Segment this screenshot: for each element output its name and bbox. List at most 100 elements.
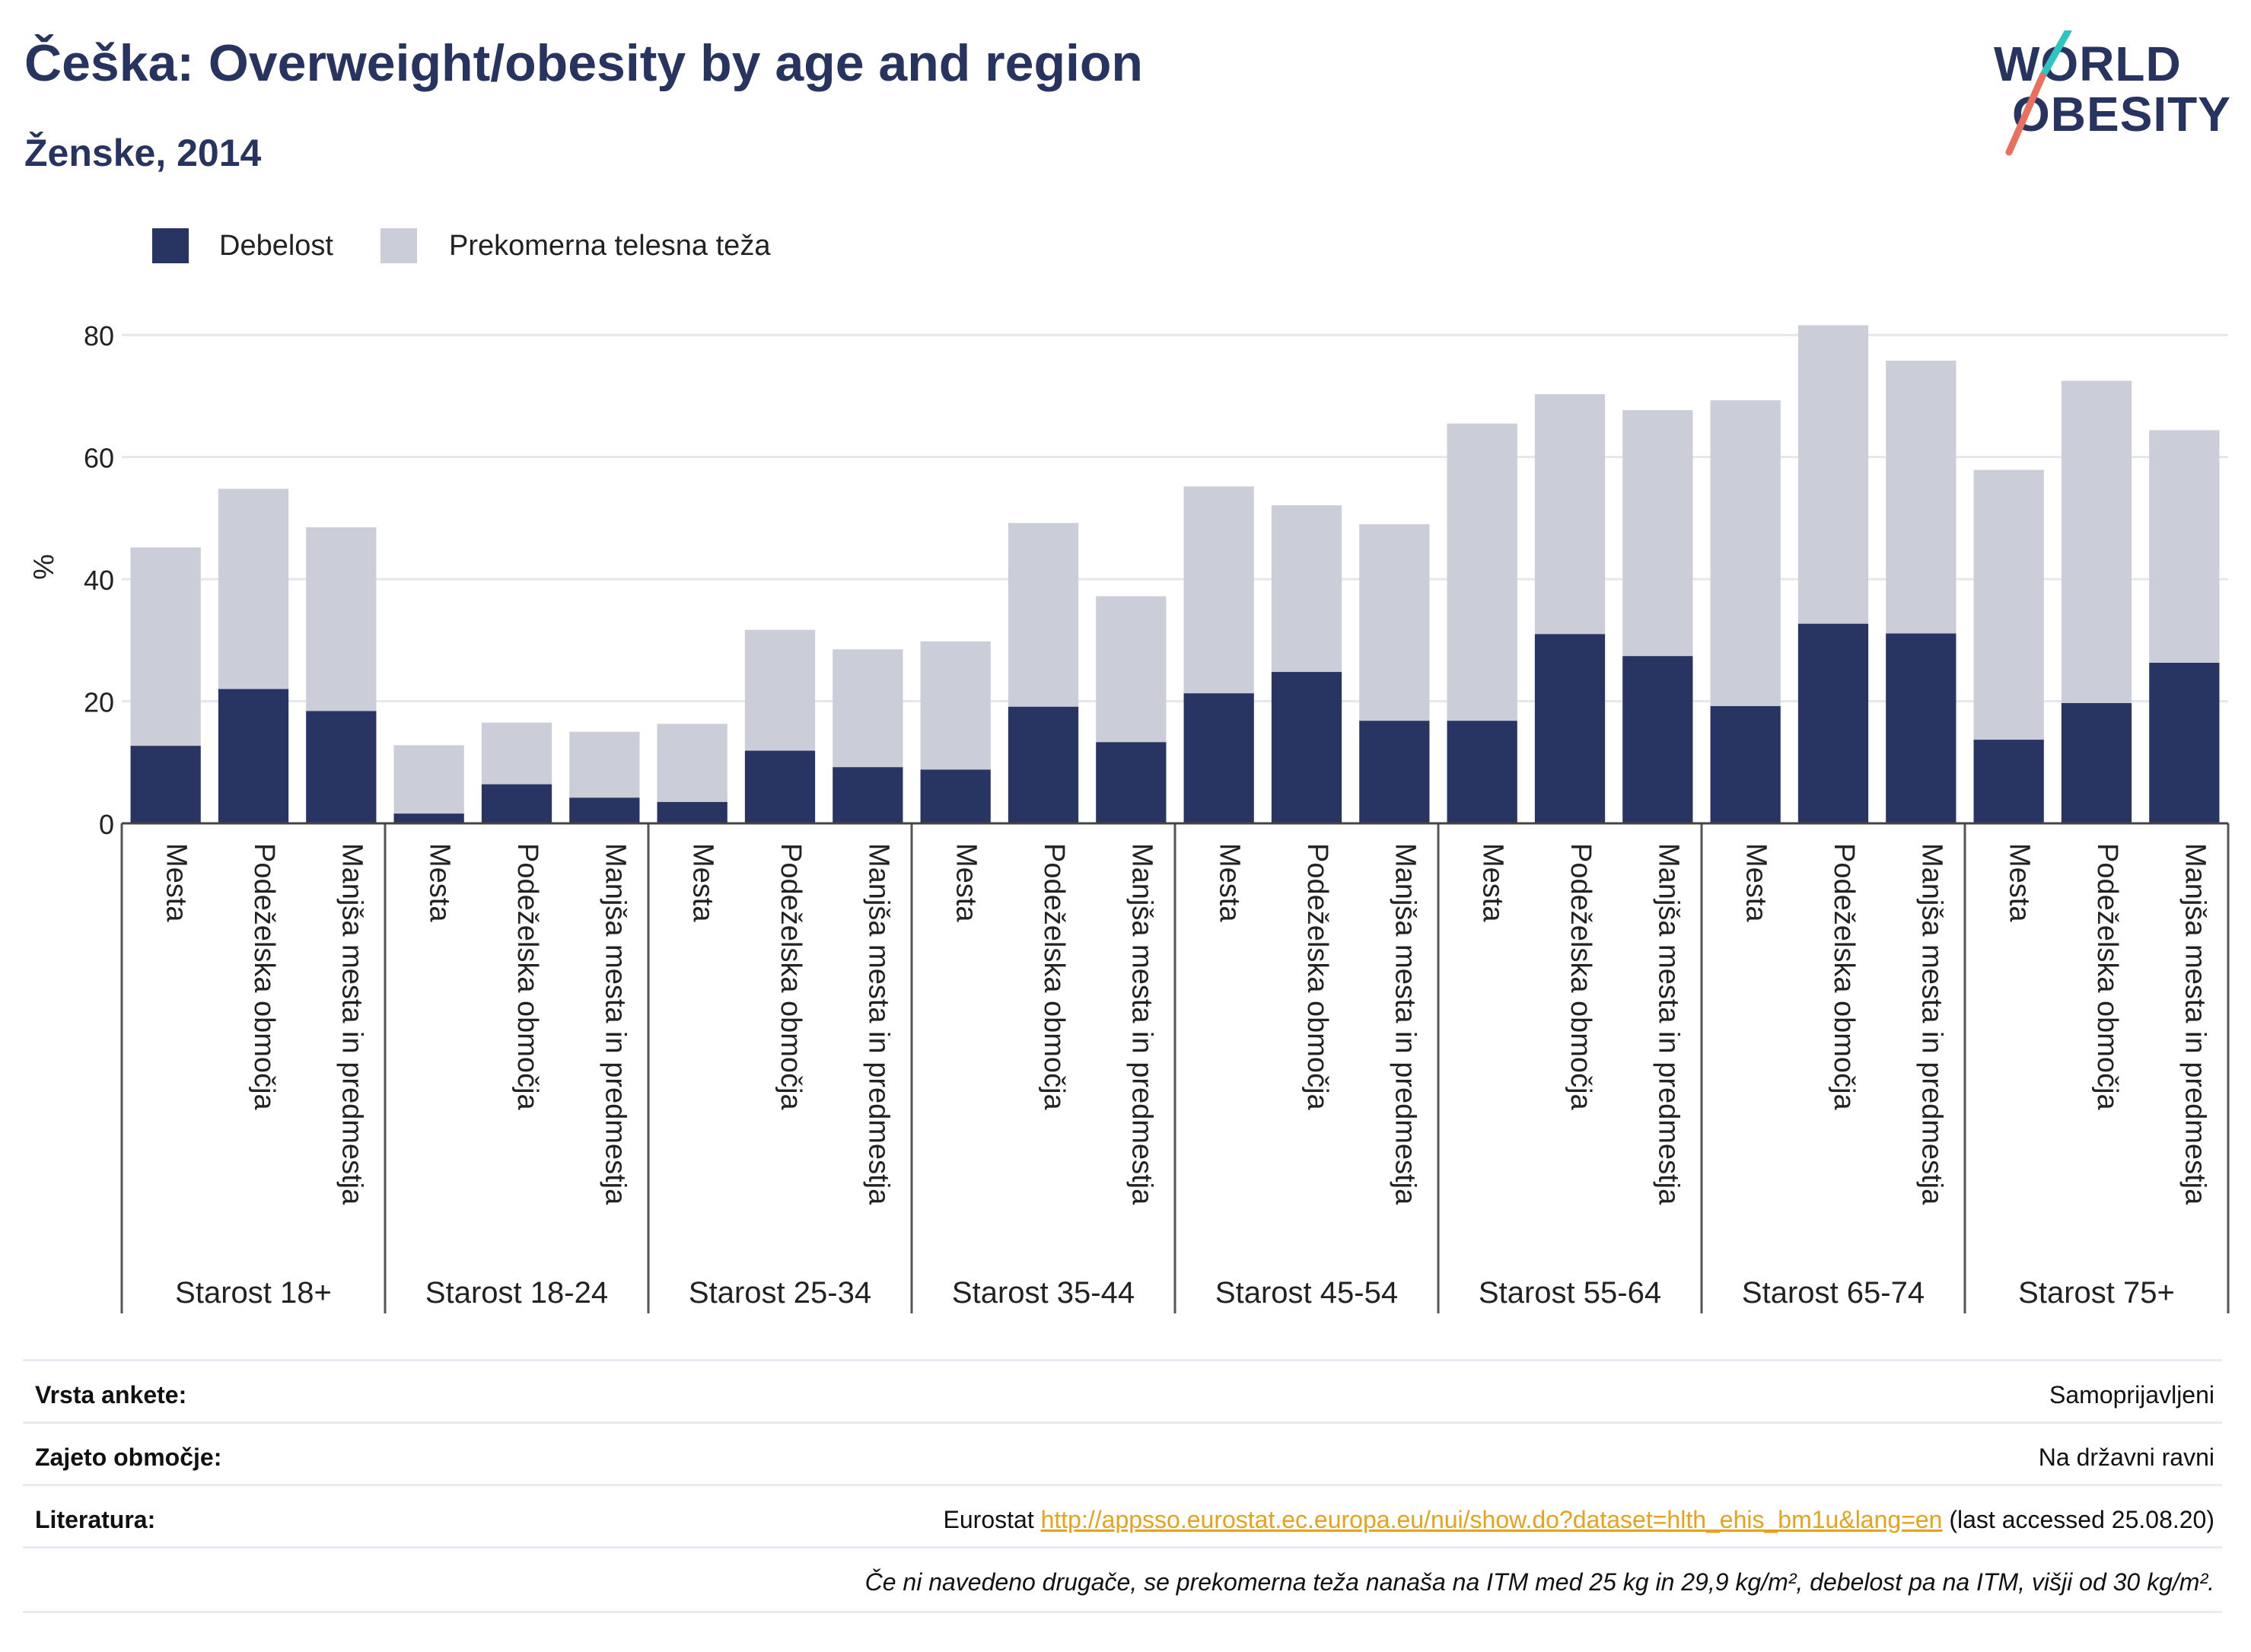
reference-link[interactable]: http://appsso.eurostat.ec.europa.eu/nui/…	[1040, 1506, 1943, 1533]
x-category-label: Manjša mesta in predmestja	[862, 843, 894, 1205]
area-value: Na državni ravni	[2038, 1444, 2214, 1471]
info-row-survey: Vrsta ankete: Samoprijavljeni	[23, 1359, 2222, 1424]
x-category-label: Podeželska območja	[1301, 843, 1333, 1111]
logo-line-1: WORLD	[1994, 37, 2182, 91]
bar-overweight	[2149, 430, 2220, 664]
bar-overweight	[393, 745, 464, 814]
legend-label-obesity: Debelost	[219, 230, 333, 262]
bar-overweight	[481, 722, 552, 785]
bar-overweight	[1797, 325, 1869, 624]
bar-overweight	[1359, 524, 1430, 721]
x-category-label: Manjša mesta in predmestja	[599, 843, 631, 1205]
x-category-label: Manjša mesta in predmestja	[1126, 843, 1157, 1205]
x-category-label: Manjša mesta in predmestja	[1652, 843, 1684, 1205]
bar-obesity	[1096, 742, 1167, 823]
x-group-label: Starost 65-74	[1742, 1276, 1925, 1310]
bar-obesity	[1622, 656, 1693, 823]
bar-obesity	[1710, 705, 1781, 823]
x-category-label: Mesta	[687, 843, 719, 922]
bar-overweight	[1447, 423, 1517, 721]
bar-obesity	[306, 711, 377, 823]
bar-overweight	[569, 731, 640, 798]
world-obesity-logo: WORLD OBESITY	[1979, 30, 2230, 160]
x-group-label: Starost 25-34	[689, 1276, 871, 1310]
survey-value: Samoprijavljeni	[2049, 1381, 2214, 1408]
bar-overweight	[306, 527, 377, 711]
legend-label-overweight: Prekomerna telesna teža	[449, 230, 771, 262]
area-label: Zajeto območje:	[35, 1444, 222, 1471]
bar-obesity	[393, 813, 464, 823]
reference-prefix: Eurostat	[943, 1506, 1034, 1533]
x-group-label: Starost 75+	[2018, 1276, 2175, 1310]
legend-swatch-obesity	[152, 228, 189, 263]
x-group-label: Starost 18+	[175, 1276, 332, 1310]
logo-line-2: OBESITY	[2012, 87, 2231, 142]
bar-obesity	[1534, 634, 1606, 823]
bar-obesity	[1447, 721, 1517, 823]
stacked-bar-chart: 0 20 40 60 80% Mesta Podeželska območja Manjša …	[28, 320, 2230, 1313]
y-tick-label: 60	[84, 443, 114, 474]
y-tick-label: 80	[84, 320, 114, 352]
legend-swatch-overweight	[380, 228, 417, 263]
bar-overweight	[1271, 505, 1342, 673]
x-group-label: Starost 18-24	[425, 1276, 608, 1310]
bar-obesity	[1183, 693, 1254, 823]
bar-overweight	[1973, 469, 2044, 740]
bar-overweight	[1096, 596, 1167, 743]
bar-obesity	[1797, 623, 1869, 823]
x-category-label: Mesta	[2004, 843, 2036, 922]
y-tick-label: 40	[84, 565, 114, 596]
bar-overweight	[1622, 409, 1693, 657]
bar-obesity	[218, 689, 289, 823]
x-category-label: Manjša mesta in predmestja	[2179, 843, 2211, 1205]
bar-overweight	[1183, 486, 1254, 694]
reference-suffix: (last accessed 25.08.20)	[1949, 1506, 2214, 1533]
x-category-label: Podeželska območja	[1038, 843, 1070, 1111]
x-category-label: Podeželska območja	[248, 843, 280, 1111]
x-group-label: Starost 55-64	[1479, 1276, 1661, 1310]
x-category-label: Mesta	[1740, 843, 1772, 922]
bar-overweight	[833, 649, 903, 768]
bar-overweight	[2061, 380, 2132, 703]
bar-obesity	[1973, 740, 2044, 823]
bar-obesity	[2149, 663, 2220, 823]
info-row-reference: Literatura: Eurostat http://appsso.euros…	[23, 1484, 2222, 1549]
survey-label: Vrsta ankete:	[35, 1381, 187, 1408]
bar-obesity	[920, 769, 991, 823]
bar-overweight	[1534, 394, 1606, 635]
page-title: Češka: Overweight/obesity by age and reg…	[24, 34, 1143, 92]
x-category-label: Podeželska območja	[1565, 843, 1597, 1111]
definition-note: Če ni navedeno drugače, se prekomerna te…	[864, 1568, 2214, 1596]
x-category-label: Mesta	[1214, 843, 1246, 922]
x-category-label: Mesta	[161, 843, 193, 922]
x-category-label: Manjša mesta in predmestja	[1389, 843, 1421, 1205]
bar-obesity	[2061, 702, 2132, 823]
bar-obesity	[833, 767, 903, 823]
x-category-label: Mesta	[424, 843, 456, 922]
y-tick-label: 0	[99, 809, 114, 840]
x-category-label: Podeželska območja	[775, 843, 807, 1111]
y-tick-label: 20	[84, 687, 114, 718]
bar-obesity	[481, 784, 552, 823]
bar-obesity	[1886, 633, 1956, 823]
bar-obesity	[657, 801, 728, 823]
bar-obesity	[569, 797, 640, 823]
bar-overweight	[657, 724, 728, 802]
info-row-area: Zajeto območje: Na državni ravni	[23, 1421, 2222, 1486]
bar-overweight	[218, 489, 289, 689]
x-category-label: Podeželska območja	[2091, 843, 2123, 1111]
bar-overweight	[1710, 400, 1781, 706]
bar-overweight	[130, 547, 201, 746]
x-group-label: Starost 45-54	[1215, 1276, 1398, 1310]
x-category-label: Podeželska območja	[511, 843, 543, 1111]
x-category-label: Mesta	[950, 843, 982, 922]
x-category-label: Manjša mesta in predmestja	[336, 843, 368, 1205]
x-category-label: Manjša mesta in predmestja	[1915, 843, 1947, 1205]
x-group-label: Starost 35-44	[952, 1276, 1135, 1310]
bar-obesity	[130, 746, 201, 823]
bar-overweight	[1008, 523, 1079, 707]
bar-obesity	[1359, 721, 1430, 823]
bar-overweight	[1886, 360, 1956, 634]
info-row-note: Če ni navedeno drugače, se prekomerna te…	[23, 1546, 2222, 1613]
x-category-label: Mesta	[1477, 843, 1509, 922]
